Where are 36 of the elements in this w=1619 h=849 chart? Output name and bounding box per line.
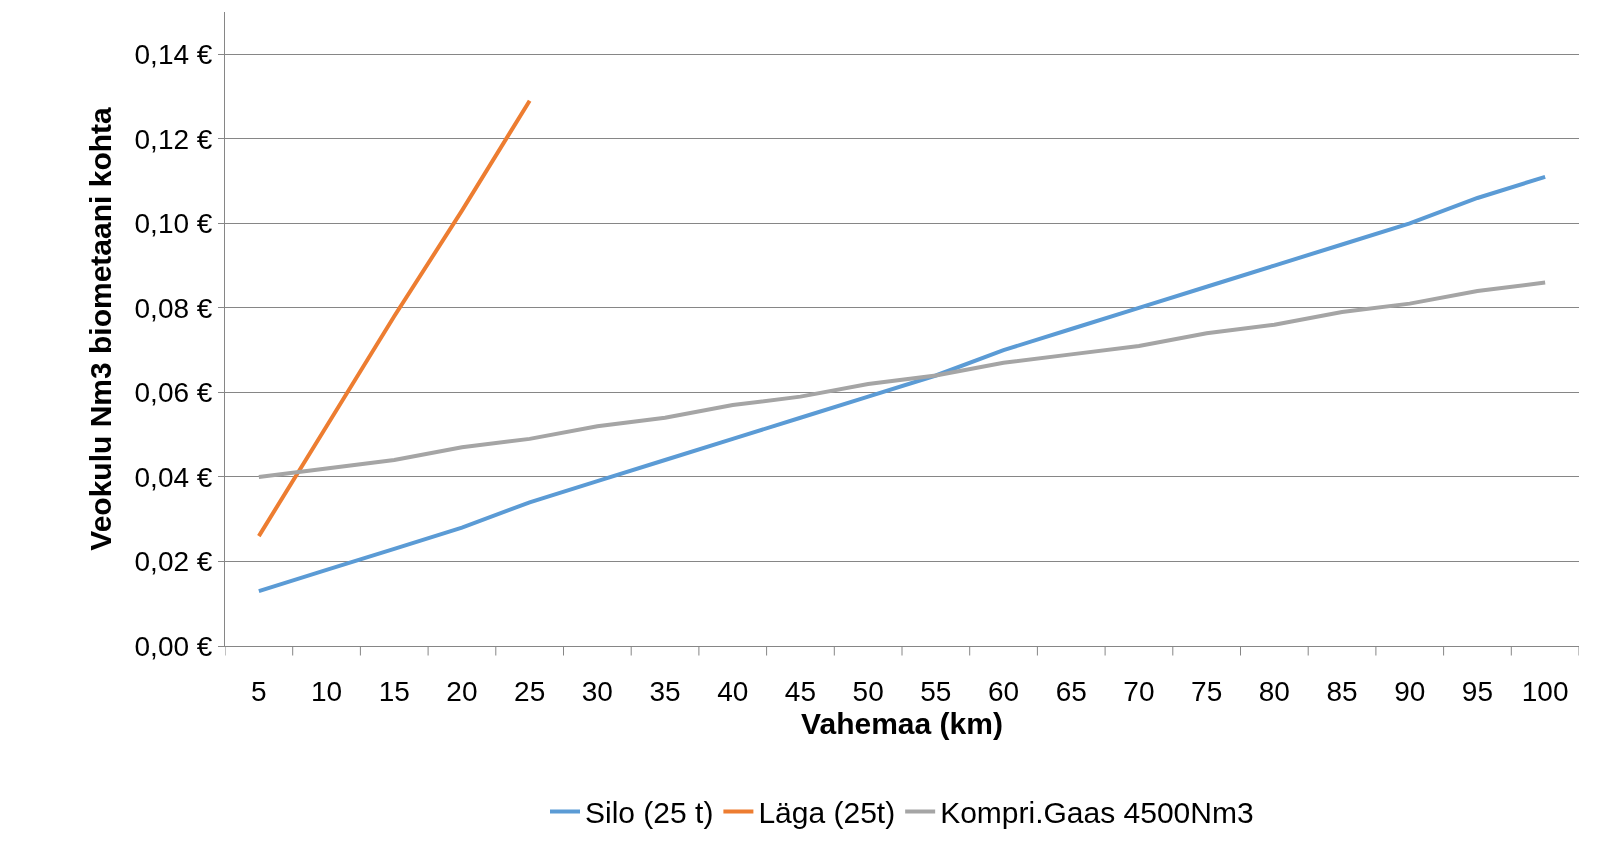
x-tick-label: 40 — [717, 675, 749, 707]
y-tick-label: 0,00 € — [134, 630, 213, 662]
x-tick-label: 55 — [920, 675, 952, 707]
y-axis-title: Veokulu Nm3 biometaani kohta — [83, 106, 117, 551]
x-tick-label: 65 — [1055, 675, 1087, 707]
x-tick-label: 70 — [1123, 675, 1155, 707]
x-tick-label: 35 — [649, 675, 681, 707]
x-tick-label: 30 — [581, 675, 613, 707]
y-tick-label: 0,14 € — [134, 39, 213, 71]
legend-label: Kompri.Gaas 4500Nm3 — [940, 796, 1254, 830]
y-tick-label: 0,10 € — [134, 208, 213, 240]
x-tick-label: 100 — [1521, 675, 1569, 707]
y-tick-label: 0,04 € — [134, 461, 213, 493]
x-tick-label: 15 — [378, 675, 410, 707]
x-tick-label: 50 — [852, 675, 884, 707]
line-series — [256, 174, 1548, 594]
x-tick-label: 10 — [310, 675, 343, 707]
x-axis-title: Vahemaa (km) — [801, 706, 1003, 740]
y-tick-label: 0,02 € — [134, 546, 213, 578]
x-tick-label: 20 — [446, 675, 478, 707]
legend-label: Läga (25t) — [758, 796, 896, 830]
x-tick-label: 90 — [1394, 675, 1426, 707]
line-series — [256, 280, 1548, 479]
line-series — [256, 98, 532, 539]
x-tick-label: 80 — [1258, 675, 1290, 707]
x-tick-label: 75 — [1191, 675, 1223, 707]
x-tick-label: 60 — [987, 675, 1020, 707]
y-tick-label: 0,06 € — [134, 377, 213, 409]
x-tick-label: 95 — [1461, 675, 1494, 707]
legend-label: Silo (25 t) — [585, 796, 714, 830]
x-tick-label: 25 — [514, 675, 546, 707]
x-tick-label: 85 — [1326, 675, 1358, 707]
x-tick-label: 45 — [784, 675, 817, 707]
y-tick-label: 0,12 € — [134, 123, 213, 155]
x-tick-label: 5 — [251, 675, 267, 707]
y-tick-label: 0,08 € — [134, 292, 213, 324]
